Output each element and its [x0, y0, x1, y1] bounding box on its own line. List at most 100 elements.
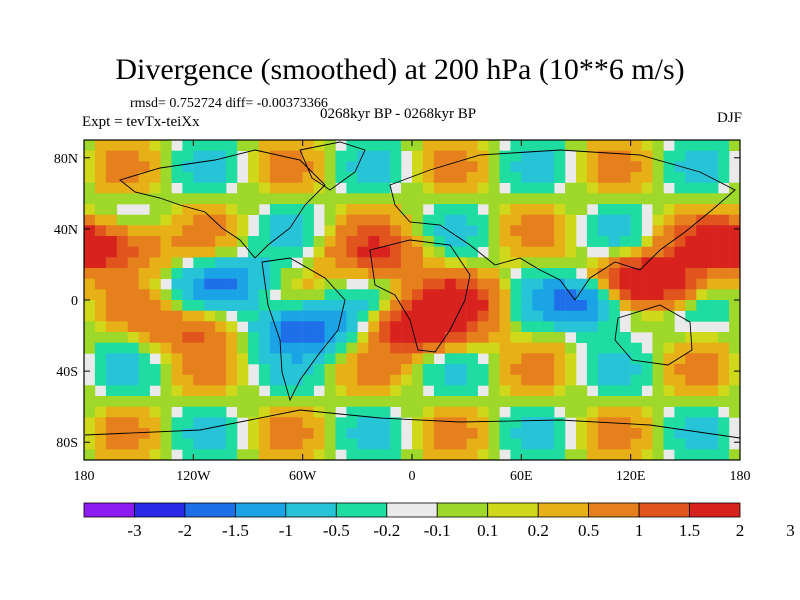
field-cell [707, 257, 719, 269]
field-cell [105, 374, 118, 386]
field-cell [630, 268, 642, 279]
field-cell [619, 225, 631, 237]
field-cell [652, 396, 664, 407]
field-cell [641, 289, 653, 301]
field-cell [521, 140, 533, 151]
field-cell [368, 257, 380, 269]
field-cell [499, 300, 511, 311]
field-cell [149, 161, 161, 173]
field-cell [586, 374, 599, 386]
field-cell [346, 428, 358, 439]
field-cell [357, 140, 369, 151]
field-cell [674, 204, 686, 215]
field-cell [412, 150, 424, 162]
field-cell [105, 140, 118, 151]
field-cell [84, 321, 96, 333]
field-cell [554, 289, 566, 301]
field-cell [729, 332, 741, 343]
field-cell [237, 225, 249, 237]
field-cell [532, 396, 544, 407]
field-cell [586, 236, 599, 247]
field-cell [258, 214, 271, 226]
field-cell [466, 321, 478, 333]
field-cell [696, 225, 708, 237]
field-cell [302, 236, 314, 247]
field-cell [84, 289, 96, 301]
field-cell [357, 246, 369, 258]
field-cell [674, 278, 686, 290]
field-cell [619, 449, 631, 461]
field-cell [718, 342, 730, 354]
field-cell [586, 289, 599, 301]
field-cell [182, 364, 194, 375]
field-cell [652, 193, 664, 205]
field-cell [543, 438, 555, 450]
field-cell [510, 172, 522, 183]
field-cell [302, 193, 314, 205]
field-cell [718, 214, 730, 226]
field-cell [193, 246, 205, 258]
field-cell [707, 342, 719, 354]
field-cell [171, 278, 183, 290]
field-cell [204, 204, 216, 215]
field-cell [237, 449, 249, 461]
field-cell [674, 332, 686, 343]
field-cell [674, 289, 686, 301]
field-cell [412, 428, 424, 439]
field-cell [302, 225, 314, 237]
field-cell [302, 396, 314, 407]
field-cell [630, 438, 642, 450]
field-cell [554, 396, 566, 407]
field-cell [401, 236, 413, 247]
field-cell [390, 438, 402, 450]
field-cell [258, 172, 271, 183]
field-cell [466, 385, 478, 397]
field-cell [499, 321, 511, 333]
field-cell [127, 321, 139, 333]
field-cell [718, 172, 730, 183]
field-cell [84, 406, 96, 418]
field-cell [291, 182, 303, 194]
field-cell [685, 204, 697, 215]
field-cell [652, 268, 664, 279]
field-cell [674, 385, 686, 397]
field-cell [433, 310, 446, 322]
field-cell [433, 342, 446, 354]
field-cell [488, 342, 500, 354]
field-cell [160, 353, 172, 365]
field-cell [84, 236, 96, 247]
field-cell [390, 321, 402, 333]
field-cell [422, 246, 435, 258]
field-cell [160, 193, 172, 205]
field-cell [696, 246, 708, 258]
field-cell [171, 236, 183, 247]
field-cell [554, 321, 566, 333]
field-cell [116, 289, 128, 301]
field-cell [215, 182, 227, 194]
field-cell [248, 300, 260, 311]
field-cell [532, 300, 544, 311]
field-cell [510, 193, 522, 205]
field-cell [630, 172, 642, 183]
field-cell [258, 374, 271, 386]
field-cell [105, 204, 118, 215]
field-cell [608, 236, 620, 247]
field-cell [422, 193, 435, 205]
field-cell [619, 353, 631, 365]
field-cell [193, 300, 205, 311]
field-cell [696, 300, 708, 311]
field-cell [335, 385, 347, 397]
lat-tick-label: 40S [56, 365, 78, 380]
field-cell [455, 257, 467, 269]
field-cell [663, 321, 675, 333]
field-cell [652, 406, 664, 418]
field-cell [521, 246, 533, 258]
field-cell [510, 257, 522, 269]
field-cell [422, 161, 435, 173]
field-cell [248, 438, 260, 450]
field-cell [532, 289, 544, 301]
field-cell [182, 385, 194, 397]
field-cell [455, 385, 467, 397]
field-cell [302, 385, 314, 397]
field-cell [696, 396, 708, 407]
